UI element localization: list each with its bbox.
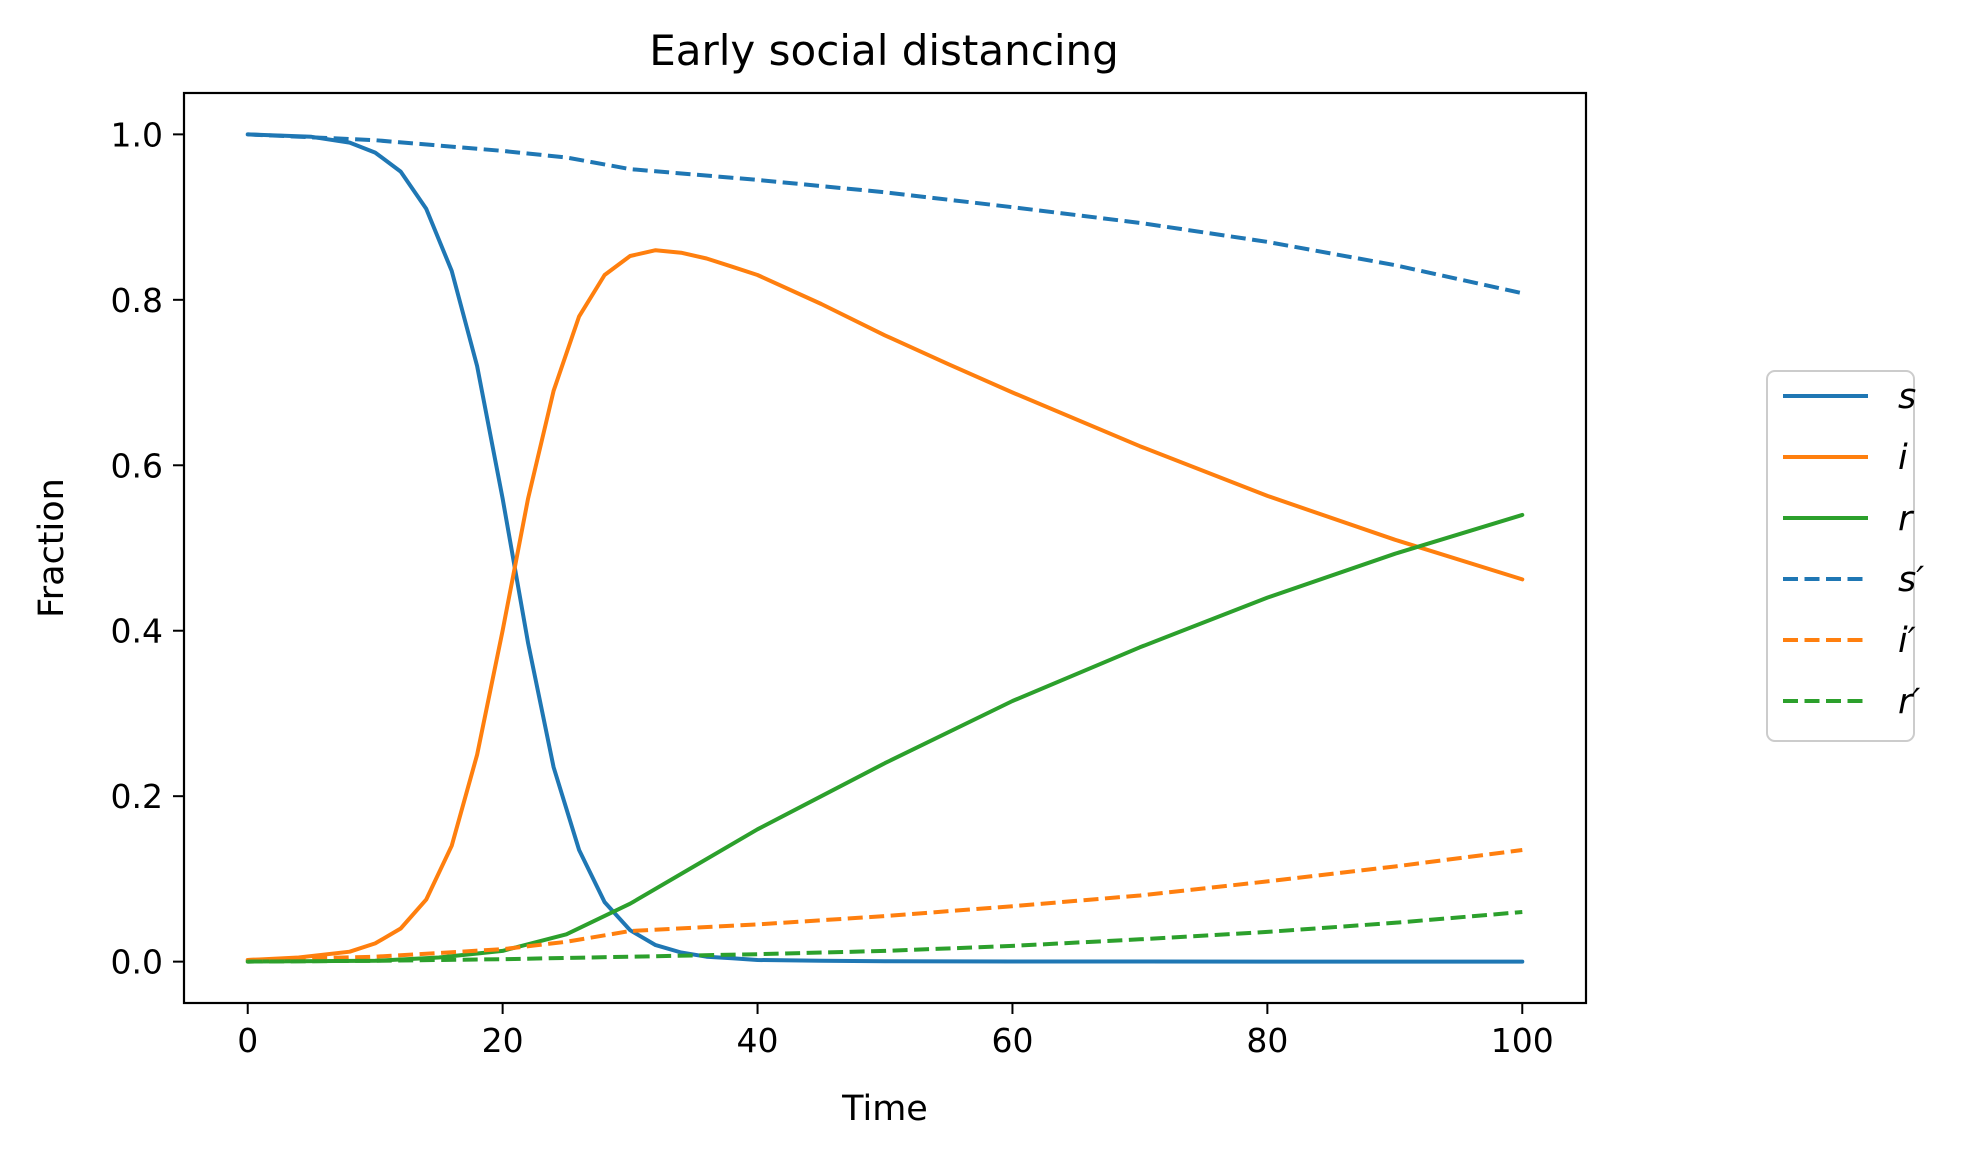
- y-tick-label: 0.6: [111, 446, 163, 485]
- y-tick-label: 1.0: [111, 115, 163, 154]
- legend-entries: sir s′ i′ r′: [1783, 377, 1924, 722]
- legend-label: r: [1898, 499, 1915, 539]
- series-line-s: [245, 132, 1525, 964]
- legend-label: s: [1898, 377, 1916, 417]
- series-line-r: [245, 512, 1525, 964]
- x-tick-label: 60: [991, 1021, 1033, 1060]
- plot-area: [182, 91, 1588, 1005]
- legend-label: r′: [1898, 682, 1920, 722]
- chart-title: Early social distancing: [649, 26, 1119, 75]
- x-tick-label: 0: [237, 1021, 258, 1060]
- legend-frame: [1766, 370, 1915, 742]
- x-axis-ticks: 0 20 40 60 80 100: [237, 1003, 1554, 1060]
- x-tick-label: 20: [482, 1021, 524, 1060]
- y-tick-label: 0.4: [111, 612, 163, 651]
- series-line-i′: [247, 848, 1523, 962]
- legend-label: s′: [1898, 560, 1924, 600]
- plot-frame: [182, 91, 1588, 1005]
- legend: sir s′ i′ r′: [1766, 370, 1924, 742]
- series-line-r′: [247, 910, 1523, 964]
- x-tick-label: 100: [1491, 1021, 1554, 1060]
- y-tick-label: 0.0: [111, 943, 163, 982]
- y-tick-label: 0.2: [111, 777, 163, 816]
- y-axis-ticks: 0.0 0.2 0.4 0.6 0.8 1.0: [111, 115, 184, 982]
- y-tick-label: 0.8: [111, 281, 163, 320]
- x-tick-label: 80: [1246, 1021, 1288, 1060]
- x-tick-label: 40: [737, 1021, 779, 1060]
- y-axis-label: Fraction: [32, 478, 72, 618]
- series-line-i: [245, 248, 1525, 962]
- series-layer: [245, 132, 1525, 964]
- x-axis-label: Time: [841, 1089, 928, 1129]
- legend-label: i: [1898, 438, 1908, 478]
- legend-label: i′: [1898, 621, 1916, 661]
